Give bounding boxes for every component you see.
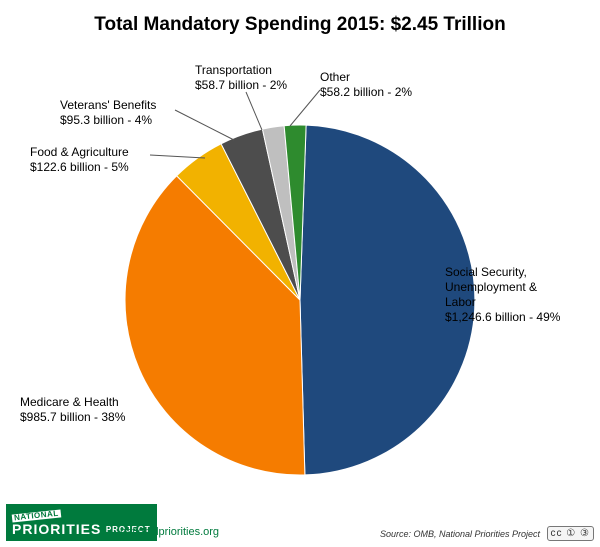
slice-label: Other $58.2 billion - 2%: [320, 70, 412, 100]
slice-label: Food & Agriculture $122.6 billion - 5%: [30, 145, 129, 175]
logo-priorities: PRIORITIES: [12, 521, 101, 537]
pie-container: [0, 0, 600, 525]
cc-badge: cc ① ③: [547, 526, 595, 541]
leader-line: [290, 90, 320, 126]
chart-root: Total Mandatory Spending 2015: $2.45 Tri…: [0, 0, 600, 547]
slice-label: Medicare & Health $985.7 billion - 38%: [20, 395, 125, 425]
leader-line: [175, 110, 234, 140]
pie-svg: [0, 0, 600, 520]
slice-label: Transportation $58.7 billion - 2%: [195, 63, 287, 93]
leader-line: [246, 92, 262, 130]
footer-source: Source: OMB, National Priorities Project: [380, 529, 540, 539]
slice-label: Veterans' Benefits $95.3 billion - 4%: [60, 98, 156, 128]
leader-line: [150, 155, 205, 158]
footer: NATIONAL PRIORITIES PROJECT nationalprio…: [0, 513, 600, 547]
slice-label: Social Security, Unemployment & Labor $1…: [445, 265, 560, 325]
footer-url: nationalpriorities.org: [120, 526, 219, 538]
